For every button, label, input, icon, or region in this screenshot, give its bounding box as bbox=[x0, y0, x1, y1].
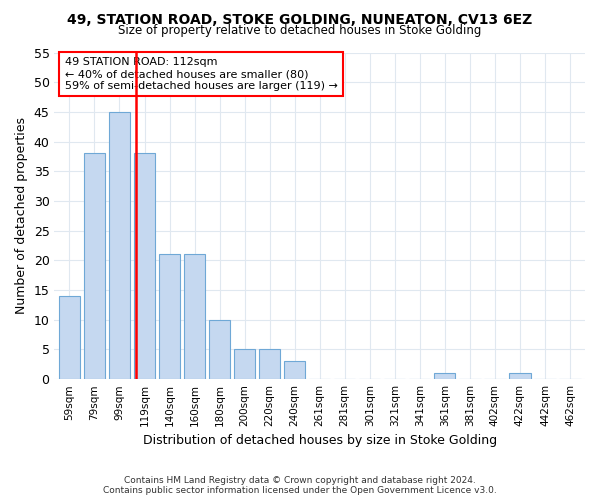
Bar bbox=[84, 154, 105, 379]
X-axis label: Distribution of detached houses by size in Stoke Golding: Distribution of detached houses by size … bbox=[143, 434, 497, 448]
Bar bbox=[509, 373, 530, 379]
Bar bbox=[109, 112, 130, 379]
Text: 49, STATION ROAD, STOKE GOLDING, NUNEATON, CV13 6EZ: 49, STATION ROAD, STOKE GOLDING, NUNEATO… bbox=[67, 12, 533, 26]
Y-axis label: Number of detached properties: Number of detached properties bbox=[15, 118, 28, 314]
Bar bbox=[59, 296, 80, 379]
Text: Contains HM Land Registry data © Crown copyright and database right 2024.
Contai: Contains HM Land Registry data © Crown c… bbox=[103, 476, 497, 495]
Bar bbox=[159, 254, 180, 379]
Bar bbox=[209, 320, 230, 379]
Bar bbox=[184, 254, 205, 379]
Text: 49 STATION ROAD: 112sqm
← 40% of detached houses are smaller (80)
59% of semi-de: 49 STATION ROAD: 112sqm ← 40% of detache… bbox=[65, 58, 338, 90]
Bar bbox=[134, 154, 155, 379]
Text: Size of property relative to detached houses in Stoke Golding: Size of property relative to detached ho… bbox=[118, 24, 482, 37]
Bar bbox=[434, 373, 455, 379]
Bar bbox=[259, 350, 280, 379]
Bar bbox=[234, 350, 255, 379]
Bar bbox=[284, 362, 305, 379]
